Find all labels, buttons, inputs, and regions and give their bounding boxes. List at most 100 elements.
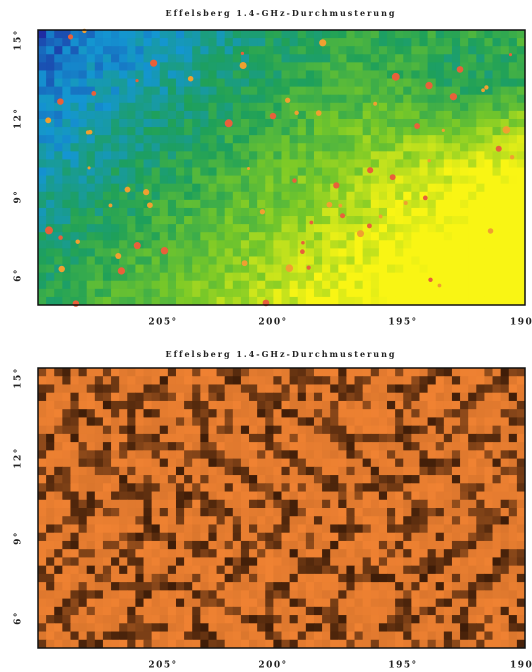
pixel (282, 79, 291, 88)
pixel (135, 265, 144, 274)
pixel (152, 524, 161, 533)
pixel (152, 38, 161, 47)
pixel (476, 640, 485, 649)
pixel (119, 533, 128, 542)
pixel (87, 143, 96, 152)
pixel (127, 492, 136, 501)
pixel (160, 426, 169, 435)
pixel (371, 87, 380, 96)
pixel (87, 401, 96, 410)
pixel (282, 467, 291, 476)
pixel (306, 208, 315, 217)
pixel (135, 574, 144, 583)
pixel (428, 184, 437, 193)
pixel (468, 289, 477, 298)
pixel (403, 176, 412, 185)
pixel (290, 143, 299, 152)
pixel (70, 549, 79, 558)
pixel (282, 615, 291, 624)
pixel (468, 54, 477, 63)
point-source (59, 266, 65, 272)
pixel (330, 632, 339, 641)
pixel (95, 297, 104, 306)
pixel (444, 632, 453, 641)
pixel (144, 376, 153, 385)
pixel (217, 265, 226, 274)
pixel (493, 524, 502, 533)
pixel (160, 216, 169, 225)
pixel (346, 459, 355, 468)
pixel (70, 200, 79, 209)
pixel (200, 127, 209, 136)
pixel (95, 632, 104, 641)
pixel (419, 541, 428, 550)
pixel (428, 426, 437, 435)
pixel (371, 516, 380, 525)
pixel (436, 541, 445, 550)
pixel (217, 640, 226, 649)
pixel (168, 409, 177, 418)
pixel (371, 409, 380, 418)
pixel (330, 599, 339, 608)
pixel (176, 607, 185, 616)
pixel (176, 289, 185, 298)
pixel (127, 566, 136, 575)
pixel (233, 119, 242, 128)
pixel (249, 492, 258, 501)
pixel (144, 119, 153, 128)
pixel (484, 30, 493, 39)
pixel (436, 426, 445, 435)
pixel (290, 566, 299, 575)
pixel (330, 409, 339, 418)
pixel (79, 95, 88, 104)
pixel (62, 143, 71, 152)
pixel (395, 368, 404, 377)
pixel (501, 143, 510, 152)
pixel (501, 549, 510, 558)
pixel (322, 640, 331, 649)
pixel (119, 176, 128, 185)
pixel (111, 623, 120, 632)
pixel (517, 176, 526, 185)
pixel (428, 54, 437, 63)
pixel (403, 95, 412, 104)
pixel (298, 168, 307, 177)
pixel (428, 566, 437, 575)
pixel (87, 159, 96, 168)
pixel (282, 273, 291, 282)
pixel (233, 368, 242, 377)
pixel (509, 248, 518, 257)
pixel (298, 483, 307, 492)
pixel (509, 541, 518, 550)
pixel (249, 273, 258, 282)
pixel (395, 103, 404, 112)
pixel (282, 541, 291, 550)
pixel (314, 265, 323, 274)
pixel (184, 30, 193, 39)
pixel (265, 273, 274, 282)
pixel (452, 442, 461, 451)
pixel (38, 281, 47, 290)
pixel (135, 590, 144, 599)
pixel (38, 143, 47, 152)
pixel (54, 566, 63, 575)
pixel (493, 434, 502, 443)
pixel (70, 607, 79, 616)
pixel (95, 409, 104, 418)
pixel (517, 151, 526, 160)
pixel (338, 273, 347, 282)
pixel (249, 467, 258, 476)
pixel (460, 492, 469, 501)
pixel (444, 442, 453, 451)
pixel (501, 426, 510, 435)
x-tick-label: 205° (148, 318, 177, 328)
pixel (509, 87, 518, 96)
pixel (338, 95, 347, 104)
pixel (371, 632, 380, 641)
point-source (390, 174, 396, 180)
pixel (249, 615, 258, 624)
pixel (306, 127, 315, 136)
pixel (79, 409, 88, 418)
pixel (419, 557, 428, 566)
pixel (363, 541, 372, 550)
